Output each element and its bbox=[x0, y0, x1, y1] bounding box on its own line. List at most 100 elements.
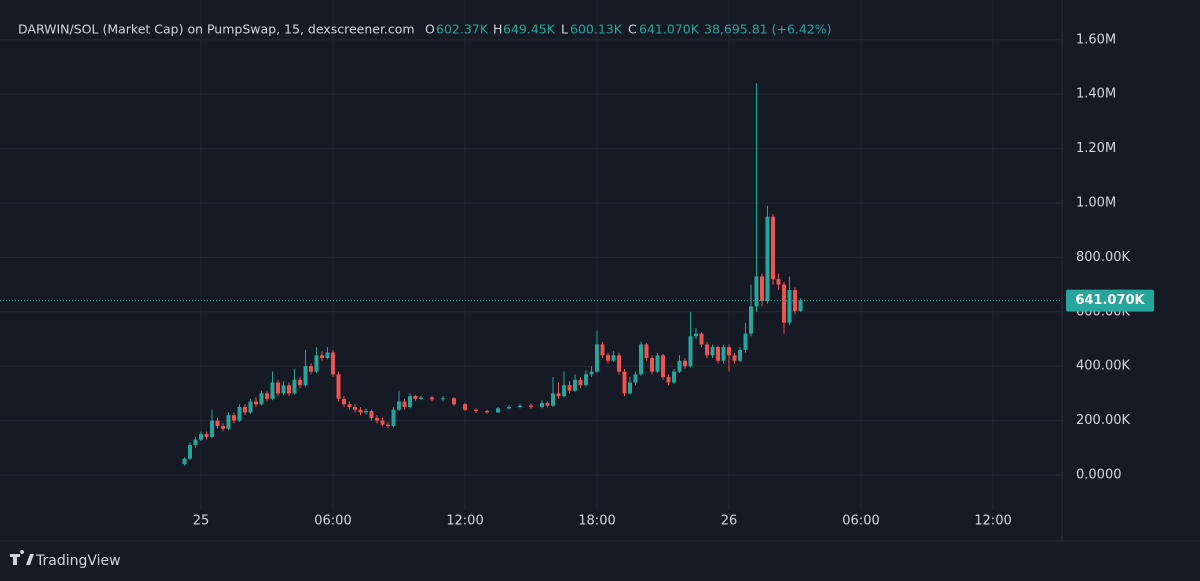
x-tick-label: 18:00 bbox=[578, 514, 615, 529]
candle-body bbox=[259, 393, 264, 405]
candle-body bbox=[237, 406, 242, 421]
candle-body bbox=[308, 366, 313, 372]
candle-body bbox=[198, 434, 203, 440]
candle-body bbox=[347, 404, 352, 407]
candle-body bbox=[462, 404, 467, 410]
candle-body bbox=[600, 344, 605, 356]
y-tick-label: 800.00K bbox=[1076, 250, 1130, 265]
candle-body bbox=[765, 216, 770, 301]
candle-body bbox=[567, 385, 572, 391]
candle-body bbox=[721, 347, 726, 361]
candle-body bbox=[275, 382, 280, 394]
candle-body bbox=[727, 347, 732, 356]
candle-body bbox=[182, 458, 187, 465]
candle-body bbox=[517, 405, 522, 407]
candle-body bbox=[385, 424, 390, 427]
chart-title: DARWIN/SOL (Market Cap) on PumpSwap, 15,… bbox=[18, 22, 415, 37]
candle-body bbox=[716, 347, 721, 361]
candle-body bbox=[396, 401, 401, 410]
y-tick-label: 1.20M bbox=[1076, 141, 1116, 156]
ohlc-key: H bbox=[493, 22, 502, 37]
candle-body bbox=[639, 344, 644, 375]
candle-body bbox=[628, 382, 633, 394]
candle-body bbox=[484, 411, 489, 413]
candle-body bbox=[529, 405, 533, 407]
candle-body bbox=[749, 306, 754, 334]
candle-body bbox=[655, 355, 660, 372]
candle-body bbox=[297, 379, 302, 386]
candle-body bbox=[650, 358, 655, 372]
candle-body bbox=[215, 420, 220, 427]
candle-body bbox=[292, 379, 297, 394]
candle-body bbox=[589, 371, 594, 375]
brand: TradingView bbox=[35, 553, 121, 569]
candle-body bbox=[595, 344, 600, 372]
ohlc-header: O 602.37K H 649.45K L 600.13K C 641.070K… bbox=[425, 22, 832, 37]
candle-body bbox=[754, 276, 759, 307]
candle-body bbox=[771, 216, 776, 280]
candle-body bbox=[562, 385, 567, 397]
x-tick-label: 06:00 bbox=[842, 514, 879, 529]
ohlc-key: L bbox=[561, 22, 568, 37]
candle-body bbox=[798, 300, 803, 312]
candle-body bbox=[506, 406, 511, 409]
candle-body bbox=[622, 371, 627, 394]
candle-body bbox=[264, 393, 269, 399]
candle-body bbox=[760, 276, 765, 301]
candle-body bbox=[281, 385, 286, 394]
candle-body bbox=[782, 284, 787, 323]
ohlc-value: 600.13K bbox=[570, 22, 623, 37]
candle-body bbox=[402, 401, 407, 407]
candle-body bbox=[270, 382, 275, 399]
candle-body bbox=[209, 420, 214, 437]
candle-body bbox=[314, 355, 319, 372]
y-tick-label: 1.40M bbox=[1076, 87, 1116, 102]
candle-body bbox=[666, 377, 671, 383]
candle-body bbox=[451, 398, 456, 405]
candle-body bbox=[193, 439, 198, 446]
candle-body bbox=[407, 396, 412, 407]
x-tick-label: 12:00 bbox=[446, 514, 483, 529]
candle-body bbox=[611, 355, 616, 361]
candle-body bbox=[540, 402, 545, 407]
candle-body bbox=[369, 411, 374, 418]
candle-body bbox=[683, 360, 688, 367]
candle-body bbox=[699, 333, 704, 345]
y-tick-label: 200.00K bbox=[1076, 413, 1130, 428]
candle-body bbox=[242, 406, 247, 413]
change: 38,695.81 (+6.42%) bbox=[704, 22, 832, 37]
candle-body bbox=[286, 385, 291, 394]
x-tick-label: 25 bbox=[193, 514, 210, 529]
candle-body bbox=[738, 349, 743, 361]
brand-logo: TradingView bbox=[10, 550, 121, 569]
ohlc-value: 649.45K bbox=[503, 22, 556, 37]
candle-body bbox=[495, 408, 500, 413]
candle-body bbox=[787, 290, 792, 323]
candle-body bbox=[473, 409, 478, 412]
candle-body bbox=[705, 344, 710, 356]
y-tick-label: 400.00K bbox=[1076, 359, 1130, 374]
candle-body bbox=[573, 379, 578, 391]
last-price-label: 641.070K bbox=[1075, 293, 1145, 308]
y-tick-label: 1.00M bbox=[1076, 195, 1116, 210]
ohlc-value: 641.070K bbox=[639, 22, 700, 37]
x-tick-label: 12:00 bbox=[974, 514, 1011, 529]
candle-body bbox=[644, 344, 649, 359]
candle-body bbox=[606, 355, 611, 361]
candle-body bbox=[204, 434, 209, 437]
candle-body bbox=[374, 417, 379, 421]
x-tick-label: 06:00 bbox=[314, 514, 351, 529]
candle-body bbox=[776, 279, 781, 285]
ohlc-key: O bbox=[425, 22, 435, 37]
candle-body bbox=[363, 411, 368, 413]
last-price-tag bbox=[1066, 289, 1154, 312]
candle-body bbox=[710, 347, 715, 356]
ohlc-key: C bbox=[628, 22, 637, 37]
candle-body bbox=[551, 393, 556, 406]
candle-body bbox=[545, 402, 550, 406]
candle-body bbox=[248, 401, 253, 413]
candle-body bbox=[220, 426, 225, 429]
candle-body bbox=[672, 371, 677, 383]
y-tick-label: 0.0000 bbox=[1076, 467, 1122, 482]
candle-body bbox=[358, 409, 363, 413]
